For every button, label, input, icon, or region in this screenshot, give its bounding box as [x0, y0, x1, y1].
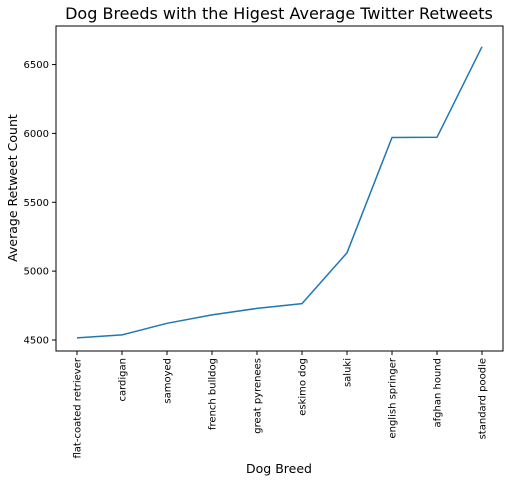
x-tick-label: great pyrenees: [253, 358, 264, 434]
y-axis-ticks: 4500 5000 5500 6000 6500: [24, 60, 56, 346]
y-tick-label: 5000: [24, 267, 49, 278]
y-tick-label: 6500: [24, 60, 49, 71]
x-axis-label: Dog Breed: [246, 461, 312, 476]
y-axis-label: Average Retweet Count: [5, 114, 20, 262]
x-tick-label: cardigan: [118, 358, 129, 402]
series-line: [77, 47, 482, 338]
x-tick-label: afghan hound: [433, 358, 444, 427]
x-tick-label: flat-coated retriever: [73, 357, 84, 458]
y-tick-label: 4500: [24, 335, 49, 346]
plot-frame: [56, 26, 503, 351]
y-tick-label: 5500: [24, 198, 49, 209]
x-tick-label: samoyed: [163, 358, 174, 404]
x-tick-label: saluki: [343, 358, 354, 387]
x-tick-label: french bulldog: [208, 358, 219, 430]
x-tick-label: standard poodle: [478, 358, 489, 439]
x-tick-label: eskimo dog: [298, 358, 309, 416]
x-tick-label: english springer: [388, 357, 399, 438]
chart-title: Dog Breeds with the Higest Average Twitt…: [65, 4, 493, 23]
x-axis-ticks: flat-coated retriever cardigan samoyed fren…: [73, 351, 489, 459]
y-tick-label: 6000: [24, 129, 49, 140]
